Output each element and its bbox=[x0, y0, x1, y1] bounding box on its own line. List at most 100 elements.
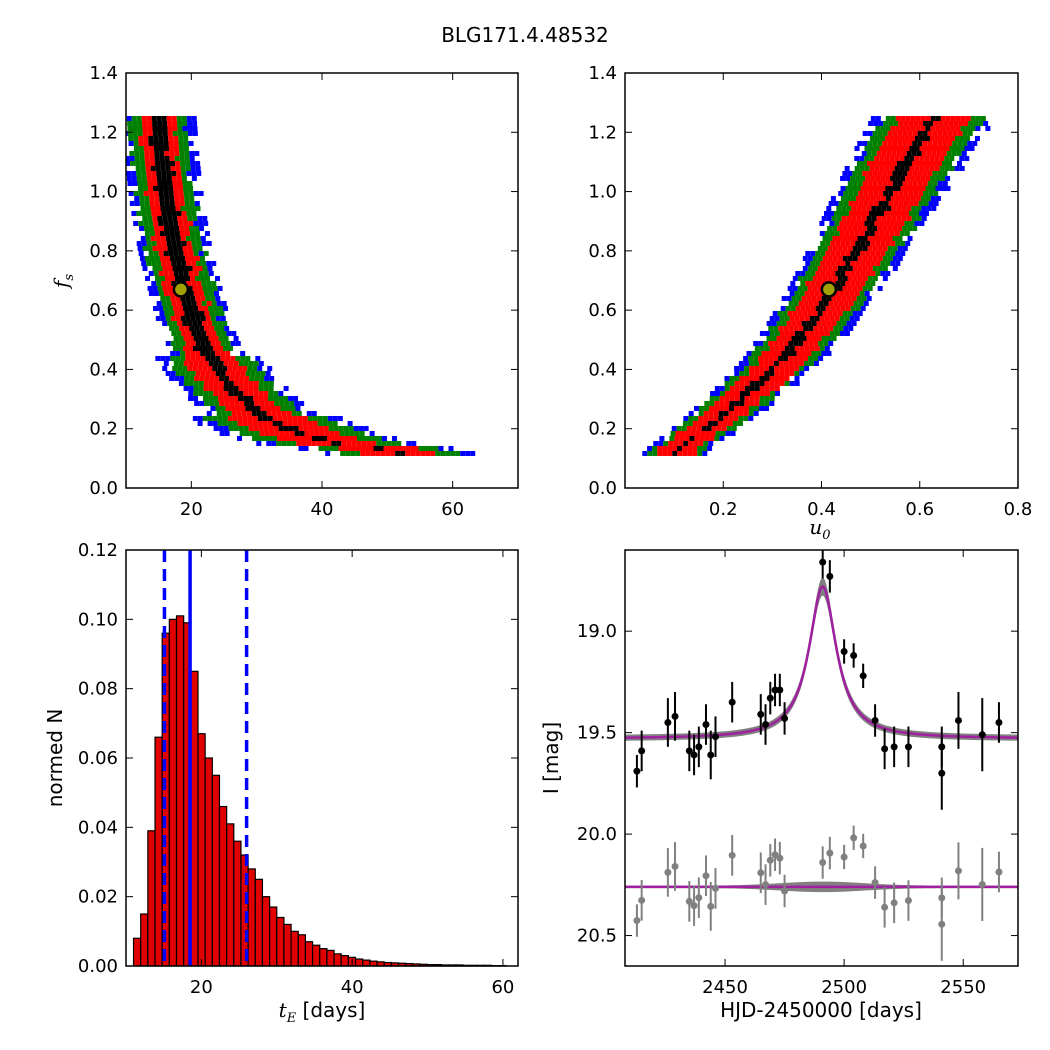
posterior-cell bbox=[356, 440, 362, 446]
posterior-cell bbox=[186, 280, 192, 286]
posterior-cell bbox=[887, 170, 893, 176]
posterior-cell bbox=[944, 155, 950, 161]
posterior-cell bbox=[830, 260, 836, 266]
y-tick-label: 0.4 bbox=[89, 359, 118, 380]
posterior-cell bbox=[193, 380, 199, 386]
posterior-cell bbox=[267, 365, 273, 371]
posterior-cell bbox=[191, 300, 197, 306]
posterior-cell bbox=[905, 195, 911, 201]
posterior-cell bbox=[171, 240, 177, 246]
posterior-cell bbox=[286, 440, 292, 446]
posterior-cell bbox=[925, 195, 931, 201]
posterior-cell bbox=[892, 255, 898, 261]
posterior-cell bbox=[241, 410, 247, 416]
posterior-cell bbox=[803, 355, 809, 361]
axis-ticks: 0.2 0.4 0.6 0.80.00.20.40.60.81.01.21.4 bbox=[588, 63, 1032, 520]
posterior-cell bbox=[840, 280, 846, 286]
posterior-cell bbox=[405, 450, 411, 456]
posterior-cell bbox=[207, 365, 213, 371]
posterior-cell bbox=[408, 445, 414, 451]
posterior-cell bbox=[703, 415, 709, 421]
posterior-cell bbox=[765, 390, 771, 396]
histogram-bar bbox=[269, 906, 278, 967]
posterior-cell bbox=[161, 210, 167, 216]
posterior-cell bbox=[167, 120, 173, 126]
posterior-cell bbox=[151, 210, 157, 216]
posterior-cell bbox=[823, 325, 829, 331]
posterior-cell bbox=[370, 450, 376, 456]
posterior-cell bbox=[140, 235, 146, 241]
posterior-cell bbox=[947, 130, 953, 136]
posterior-cell bbox=[806, 350, 812, 356]
posterior-cell bbox=[904, 145, 910, 151]
posterior-cell bbox=[198, 290, 204, 296]
posterior-cell bbox=[919, 220, 925, 226]
posterior-cell bbox=[289, 400, 295, 406]
posterior-cell bbox=[914, 145, 920, 151]
posterior-cell bbox=[153, 140, 159, 146]
posterior-cell bbox=[940, 185, 946, 191]
posterior-cell bbox=[218, 395, 224, 401]
posterior-cell bbox=[777, 310, 783, 316]
posterior-cell bbox=[900, 125, 906, 131]
posterior-cell bbox=[228, 380, 234, 386]
posterior-cell bbox=[170, 355, 176, 361]
posterior-cell bbox=[193, 360, 199, 366]
posterior-cell bbox=[882, 170, 888, 176]
posterior-cell bbox=[191, 260, 197, 266]
posterior-cell bbox=[724, 400, 730, 406]
posterior-cell bbox=[932, 130, 938, 136]
posterior-cell bbox=[204, 325, 210, 331]
posterior-cell bbox=[254, 400, 260, 406]
posterior-cell bbox=[915, 175, 921, 181]
posterior-cell bbox=[183, 185, 189, 191]
posterior-cell bbox=[151, 260, 157, 266]
posterior-cell bbox=[760, 390, 766, 396]
posterior-cell bbox=[647, 445, 653, 451]
posterior-cell bbox=[182, 320, 188, 326]
posterior-cell bbox=[325, 450, 331, 456]
posterior-cell bbox=[223, 425, 229, 431]
posterior-cell bbox=[199, 310, 205, 316]
posterior-cell bbox=[151, 175, 157, 181]
posterior-cell bbox=[900, 185, 906, 191]
posterior-cell bbox=[861, 160, 867, 166]
posterior-cell bbox=[226, 410, 232, 416]
posterior-cell bbox=[140, 160, 146, 166]
posterior-cell bbox=[293, 425, 299, 431]
posterior-cell bbox=[383, 445, 389, 451]
posterior-cell bbox=[140, 165, 146, 171]
posterior-cell bbox=[259, 375, 265, 381]
posterior-cell bbox=[834, 290, 840, 296]
posterior-cell bbox=[691, 425, 697, 431]
posterior-cell bbox=[910, 175, 916, 181]
posterior-cell bbox=[139, 200, 145, 206]
posterior-cell bbox=[857, 180, 863, 186]
posterior-cell bbox=[884, 210, 890, 216]
posterior-cell bbox=[753, 355, 759, 361]
posterior-cell bbox=[799, 345, 805, 351]
x-tick-label: 2450 bbox=[702, 977, 748, 998]
posterior-cell bbox=[879, 230, 885, 236]
posterior-cell bbox=[796, 350, 802, 356]
posterior-cell bbox=[710, 430, 716, 436]
posterior-cell bbox=[920, 115, 926, 121]
posterior-cell bbox=[257, 365, 263, 371]
posterior-cell bbox=[709, 405, 715, 411]
posterior-cell bbox=[896, 150, 902, 156]
posterior-cell bbox=[830, 240, 836, 246]
posterior-cell bbox=[877, 265, 883, 271]
data-point bbox=[890, 743, 898, 751]
posterior-cell bbox=[667, 450, 673, 456]
posterior-cell bbox=[854, 230, 860, 236]
posterior-cell bbox=[822, 245, 828, 251]
posterior-cell bbox=[902, 180, 908, 186]
posterior-cell bbox=[172, 130, 178, 136]
posterior-cell bbox=[813, 355, 819, 361]
posterior-cell bbox=[410, 450, 416, 456]
posterior-cell bbox=[228, 390, 234, 396]
posterior-cell bbox=[875, 270, 881, 276]
posterior-cell bbox=[853, 300, 859, 306]
posterior-cell bbox=[282, 420, 288, 426]
posterior-cell bbox=[272, 415, 278, 421]
